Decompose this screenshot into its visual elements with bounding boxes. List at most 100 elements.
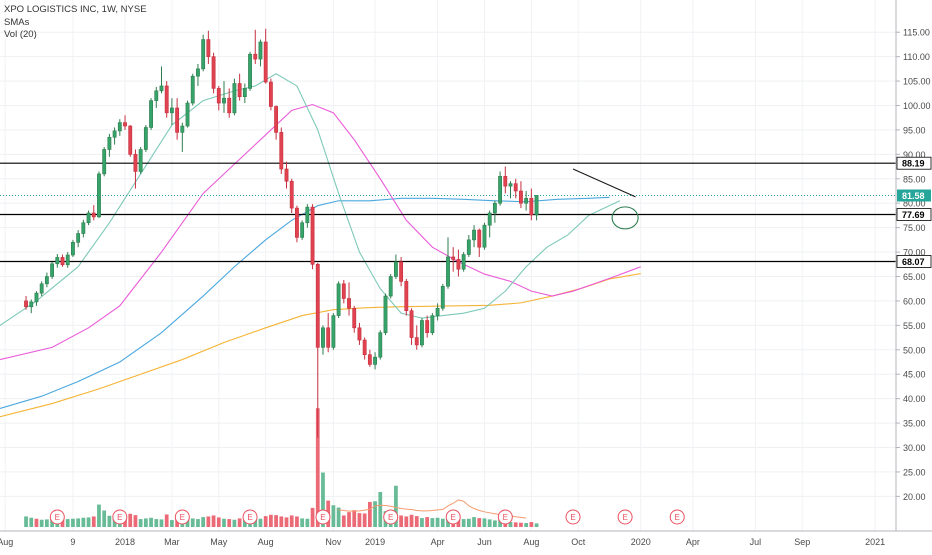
earnings-marker-circle bbox=[49, 509, 65, 525]
candle-body bbox=[289, 180, 294, 209]
candle-body bbox=[206, 39, 211, 57]
volume-bar bbox=[128, 513, 133, 527]
volume-bar bbox=[45, 519, 49, 527]
candle-body bbox=[237, 83, 242, 98]
candle bbox=[76, 230, 81, 248]
candle bbox=[404, 278, 409, 316]
volume-panel bbox=[24, 408, 539, 527]
volume-bar bbox=[472, 517, 476, 527]
price-tick-label: 50.00 bbox=[903, 345, 926, 355]
candle-body bbox=[331, 315, 336, 348]
moving-averages bbox=[0, 73, 641, 418]
price-level-label: 68.07 bbox=[902, 257, 925, 267]
candle-body bbox=[336, 283, 341, 316]
candle-body bbox=[71, 242, 75, 256]
volume-bar bbox=[133, 515, 138, 527]
candle bbox=[305, 204, 310, 228]
candle-body bbox=[508, 183, 513, 187]
candle-body bbox=[248, 53, 252, 89]
earnings-marker: E bbox=[49, 509, 65, 525]
volume-bar bbox=[534, 523, 539, 527]
annotations bbox=[572, 168, 639, 230]
candle bbox=[227, 88, 232, 118]
candle bbox=[175, 98, 180, 140]
volume-bar bbox=[196, 519, 200, 527]
candle bbox=[107, 133, 112, 157]
volume-bar bbox=[378, 492, 383, 527]
candle bbox=[420, 318, 424, 348]
earnings-marker-circle bbox=[497, 509, 513, 525]
volume-bar bbox=[65, 519, 70, 527]
candle-body bbox=[414, 337, 419, 346]
volume-bar bbox=[409, 514, 414, 527]
candle-body bbox=[107, 136, 112, 150]
candle-body bbox=[534, 195, 539, 216]
volume-bar bbox=[466, 518, 471, 527]
earnings-marker-circle bbox=[174, 509, 190, 525]
candle-body bbox=[138, 149, 143, 172]
highlight-circle bbox=[611, 206, 639, 230]
candle-body bbox=[300, 222, 305, 238]
candle-body bbox=[274, 106, 279, 133]
candle bbox=[123, 115, 127, 130]
volume-indicator-label[interactable]: Vol (20) bbox=[4, 29, 37, 40]
symbol-title[interactable]: XPO LOGISTICS INC, 1W, NYSE bbox=[4, 4, 147, 15]
candle bbox=[263, 28, 268, 84]
price-tick-label: 75.00 bbox=[903, 223, 926, 233]
earnings-marker: E bbox=[565, 509, 581, 525]
candle-body bbox=[409, 310, 414, 338]
candle-body bbox=[519, 190, 523, 204]
price-tick-label: 60.00 bbox=[903, 296, 926, 306]
candle-body bbox=[310, 206, 315, 265]
candle-body bbox=[513, 183, 518, 192]
candle bbox=[268, 78, 273, 111]
candle bbox=[472, 225, 476, 248]
earnings-marker-label: E bbox=[247, 513, 252, 522]
earnings-marker: E bbox=[112, 509, 128, 525]
candle-body bbox=[164, 85, 169, 114]
candle bbox=[482, 222, 487, 250]
candle-body bbox=[185, 102, 190, 127]
volume-bar bbox=[232, 519, 237, 527]
candle-body bbox=[24, 300, 28, 308]
candle bbox=[414, 325, 419, 350]
candle bbox=[190, 73, 195, 106]
candle-body bbox=[352, 307, 357, 329]
volume-bar bbox=[263, 516, 268, 527]
volume-bar bbox=[81, 517, 86, 527]
earnings-marker-label: E bbox=[451, 513, 456, 522]
volume-bar bbox=[357, 513, 362, 527]
candle bbox=[232, 78, 237, 116]
candle bbox=[274, 105, 279, 140]
candle bbox=[357, 322, 362, 345]
candle-body bbox=[29, 301, 34, 308]
candle bbox=[91, 205, 96, 221]
time-tick-label: 2020 bbox=[631, 537, 651, 547]
earnings-marker: E bbox=[242, 509, 258, 525]
sma-indicator-label[interactable]: SMAs bbox=[4, 16, 30, 28]
candle bbox=[44, 272, 49, 288]
candle bbox=[196, 63, 200, 86]
earnings-marker-label: E bbox=[320, 513, 325, 522]
volume-bar bbox=[367, 501, 372, 527]
candle-body bbox=[503, 176, 508, 187]
volume-bar bbox=[216, 517, 221, 527]
candle-body bbox=[128, 125, 133, 155]
price-tick-label: 115.00 bbox=[903, 28, 930, 38]
candle bbox=[149, 98, 153, 130]
candle bbox=[321, 325, 325, 355]
volume-bar bbox=[399, 515, 403, 527]
volume-bar bbox=[404, 516, 409, 527]
candle-body bbox=[487, 212, 492, 226]
candle-body bbox=[383, 295, 388, 333]
volume-bar bbox=[394, 485, 398, 527]
earnings-marker-label: E bbox=[503, 513, 508, 522]
candle-body bbox=[321, 327, 325, 348]
candle-body bbox=[232, 83, 237, 114]
candle bbox=[498, 171, 503, 206]
volume-bar bbox=[493, 520, 497, 527]
candle bbox=[456, 249, 461, 277]
volume-bar bbox=[274, 515, 278, 527]
